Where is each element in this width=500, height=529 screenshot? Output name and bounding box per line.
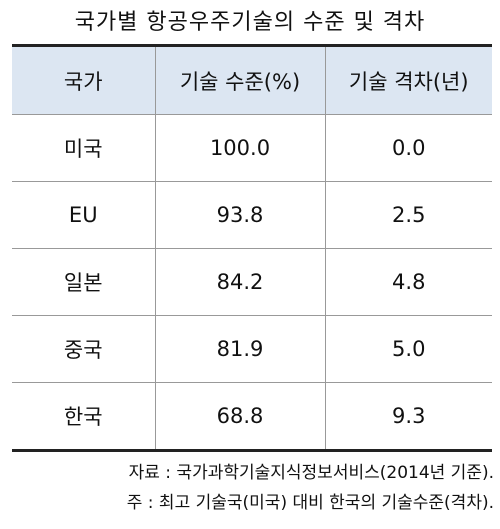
table-body: 미국 100.0 0.0 EU 93.8 2.5 일본 84.2 4.8 중국 81.9 5.0 한국 6…	[12, 114, 492, 452]
value-cell: 9.3	[324, 382, 492, 452]
title: 국가별 항공우주기술의 수준 및 격차	[74, 10, 426, 35]
header-cell: 기술 격차(년)	[324, 44, 492, 115]
country-cell: 미국	[12, 114, 156, 182]
value-cell: 100.0	[154, 114, 326, 182]
table-row: 한국 68.8 9.3	[12, 382, 492, 452]
table: 국가 기술 수준(%) 기술 격차(년) 미국 100.0 0.0 EU 93.8 2.5 일본…	[12, 44, 492, 452]
value-cell: 84.2	[154, 248, 326, 316]
table-row: 중국 81.9 5.0	[12, 315, 492, 383]
country-cell: EU	[12, 181, 156, 249]
value-cell: 2.5	[324, 181, 492, 249]
header-cell: 국가	[12, 44, 156, 115]
value-cell: 68.8	[154, 382, 326, 452]
value-cell: 93.8	[154, 181, 326, 249]
value-cell: 0.0	[324, 114, 492, 182]
table-row: 일본 84.2 4.8	[12, 248, 492, 316]
table-row: 미국 100.0 0.0	[12, 114, 492, 182]
country-cell: 중국	[12, 315, 156, 383]
country-cell: 한국	[12, 382, 156, 452]
value-cell: 4.8	[324, 248, 492, 316]
footnote: 주 : 최고 기술국(미국) 대비 한국의 기술수준(격차).	[126, 493, 494, 513]
country-cell: 일본	[12, 248, 156, 316]
header-cell: 기술 수준(%)	[154, 44, 326, 115]
value-cell: 81.9	[154, 315, 326, 383]
table-row: EU 93.8 2.5	[12, 181, 492, 249]
value-cell: 5.0	[324, 315, 492, 383]
table-header: 국가 기술 수준(%) 기술 격차(년)	[12, 44, 492, 115]
source-note: 자료 : 국가과학기술지식정보서비스(2014년 기준).	[128, 463, 494, 483]
header-row: 국가 기술 수준(%) 기술 격차(년)	[12, 44, 492, 115]
